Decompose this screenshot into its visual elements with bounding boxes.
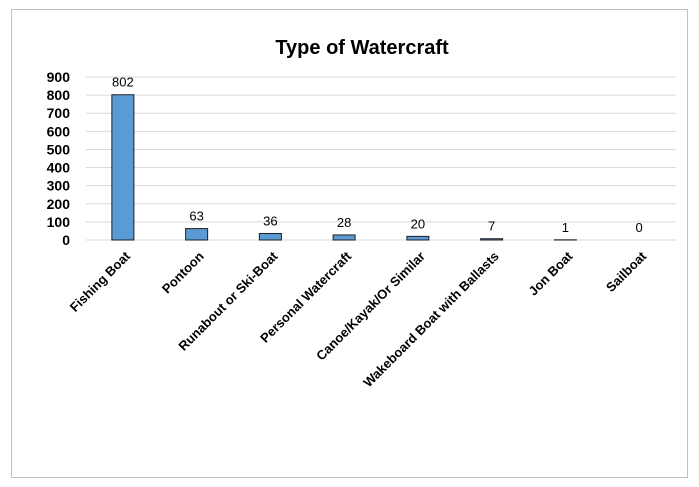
gridlines: [86, 76, 676, 241]
x-tick-label: Fishing Boat: [67, 248, 134, 315]
bar: [480, 238, 504, 241]
bar: [185, 228, 209, 241]
data-label: 20: [411, 216, 425, 231]
data-label: 7: [488, 219, 495, 234]
x-tick-label: Wakeboard Boat with Ballasts: [360, 249, 502, 391]
data-label: 28: [337, 215, 351, 230]
y-tick-label: 200: [47, 196, 71, 212]
x-tick-label: Pontoon: [159, 248, 207, 296]
y-tick-label: 600: [47, 123, 71, 139]
data-label: 1: [562, 220, 569, 235]
data-label: 802: [112, 75, 134, 90]
y-tick-label: 0: [62, 232, 70, 248]
y-tick-label: 100: [47, 214, 71, 230]
bar: [332, 234, 356, 241]
bars: [111, 94, 577, 241]
y-tick-label: 300: [47, 178, 71, 194]
x-tick-label: Sailboat: [603, 248, 650, 295]
bar-chart: Type of Watercraft 010020030040050060070…: [47, 37, 676, 390]
chart-title: Type of Watercraft: [275, 37, 449, 59]
data-labels: 802 63 36 28 20 7 1 0: [112, 75, 643, 235]
y-tick-label: 900: [47, 69, 71, 85]
data-label: 0: [636, 220, 643, 235]
x-tick-label: Jon Boat: [526, 248, 576, 298]
y-tick-label: 400: [47, 160, 71, 176]
bar: [111, 94, 135, 241]
y-axis-ticks: 0 100 200 300 400 500 600 700 800 900: [47, 69, 71, 248]
y-tick-label: 800: [47, 87, 71, 103]
data-label: 63: [189, 209, 203, 224]
y-tick-label: 700: [47, 105, 71, 121]
chart-frame: Type of Watercraft 0 100 200 300 400 500 600 70…: [11, 9, 688, 478]
data-label: 36: [263, 213, 277, 228]
bar: [258, 232, 282, 241]
y-tick-label: 500: [47, 141, 71, 157]
bar: [406, 235, 430, 241]
